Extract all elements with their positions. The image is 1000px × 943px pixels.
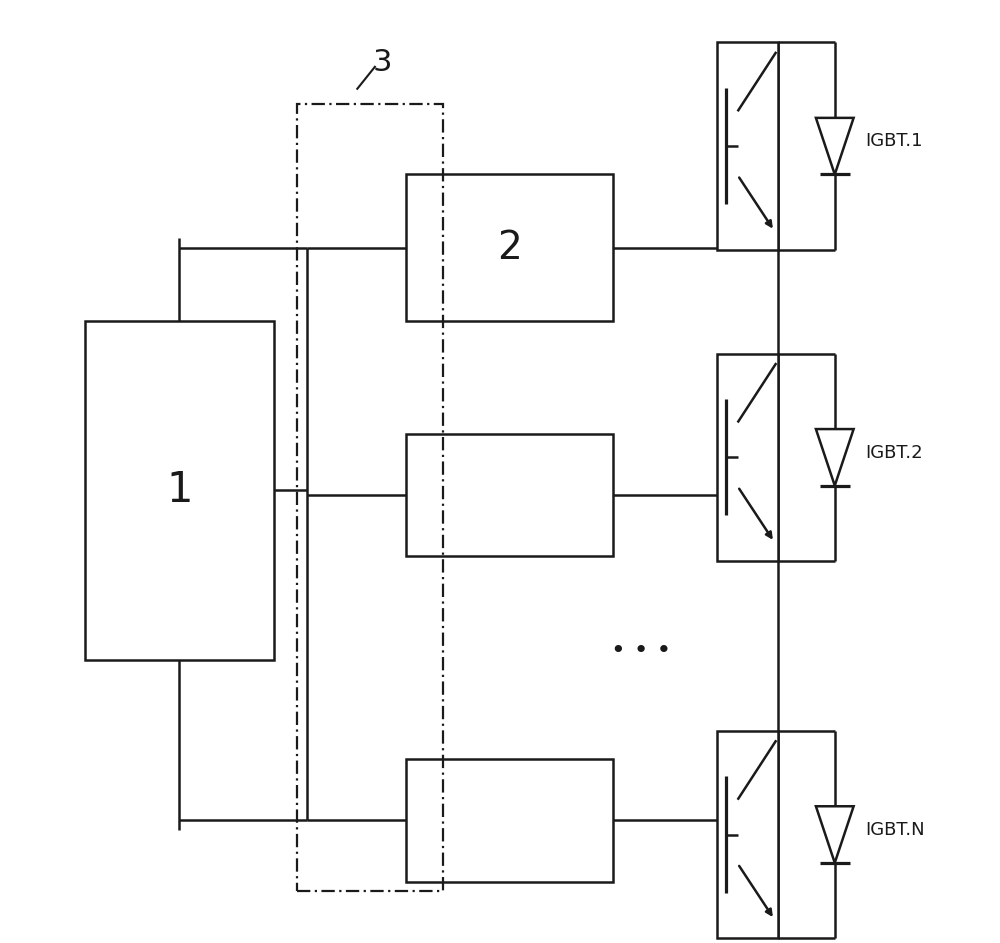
Text: IGBT.2: IGBT.2 — [865, 443, 923, 462]
Bar — [717, 354, 778, 561]
Bar — [85, 321, 274, 660]
Bar — [406, 434, 613, 556]
Text: 2: 2 — [497, 228, 522, 267]
Text: IGBT.1: IGBT.1 — [865, 132, 922, 151]
Text: 1: 1 — [166, 470, 193, 511]
Bar — [297, 104, 443, 891]
Text: • • •: • • • — [611, 638, 672, 663]
Bar — [406, 759, 613, 882]
Text: 3: 3 — [372, 48, 392, 77]
Bar — [717, 42, 778, 250]
Bar — [406, 174, 613, 321]
Text: IGBT.N: IGBT.N — [865, 820, 925, 839]
Bar — [717, 731, 778, 938]
